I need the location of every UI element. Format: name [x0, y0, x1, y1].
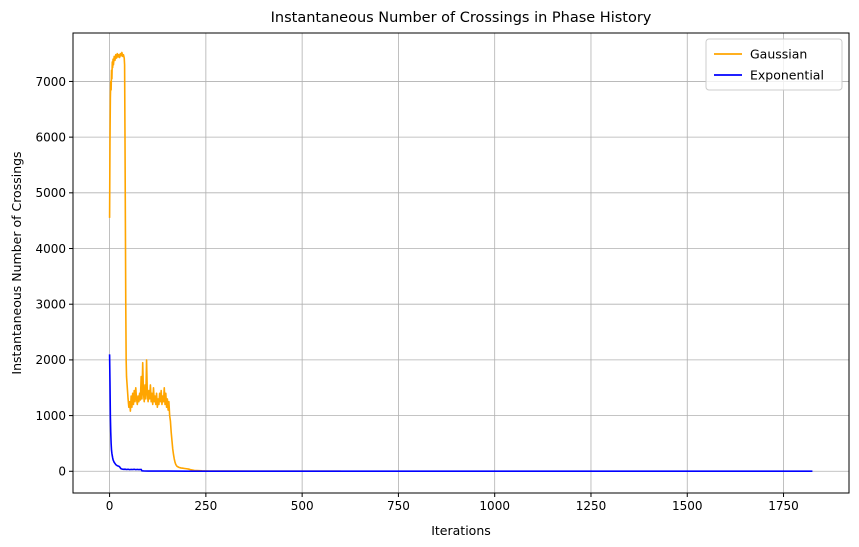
x-tick-label: 250 [194, 499, 217, 513]
x-tick-label: 1250 [576, 499, 607, 513]
x-tick-label: 1750 [768, 499, 799, 513]
series-layer [108, 51, 813, 473]
legend-label-exponential: Exponential [750, 68, 824, 83]
series-line-exponential [108, 354, 813, 473]
chart-title: Instantaneous Number of Crossings in Pha… [271, 10, 652, 26]
plot-frame [72, 32, 850, 494]
y-axis-label: Instantaneous Number of Crossings [9, 151, 24, 374]
x-axis-label: Iterations [431, 523, 491, 538]
x-axis: 0 250 500 750 1000 1250 1500 1750 [106, 493, 799, 513]
y-tick-label: 0 [58, 465, 66, 479]
y-axis: 0 1000 2000 3000 4000 5000 6000 7000 [35, 75, 73, 479]
y-tick-label: 4000 [35, 242, 66, 256]
y-tick-label: 6000 [35, 130, 66, 144]
y-tick-label: 2000 [35, 353, 66, 367]
x-tick-label: 750 [387, 499, 410, 513]
series-line-gaussian [108, 51, 341, 473]
x-tick-label: 1000 [479, 499, 510, 513]
y-tick-label: 7000 [35, 75, 66, 89]
x-tick-label: 0 [106, 499, 114, 513]
legend: Gaussian Exponential [705, 38, 843, 91]
legend-box [705, 38, 843, 91]
y-tick-label: 1000 [35, 409, 66, 423]
y-tick-label: 3000 [35, 298, 66, 312]
y-tick-label: 5000 [35, 186, 66, 200]
x-tick-label: 1500 [672, 499, 703, 513]
x-tick-label: 500 [291, 499, 314, 513]
legend-label-gaussian: Gaussian [750, 47, 807, 62]
